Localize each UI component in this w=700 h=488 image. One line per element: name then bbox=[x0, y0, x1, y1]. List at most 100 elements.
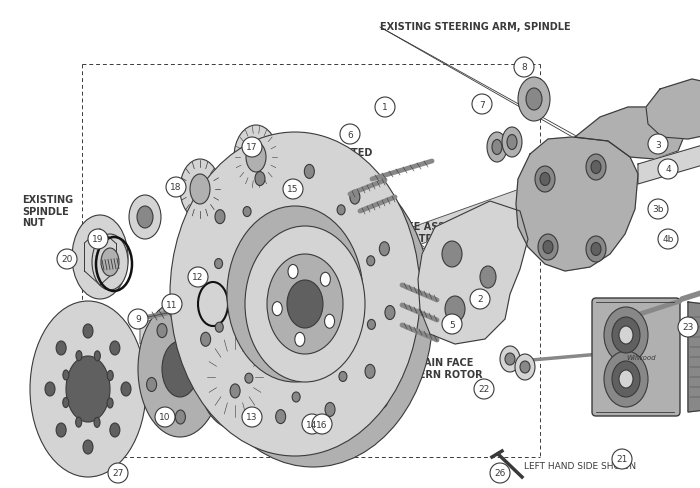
Text: 16: 16 bbox=[316, 420, 328, 428]
Ellipse shape bbox=[238, 216, 252, 234]
Text: 3: 3 bbox=[655, 140, 661, 149]
Circle shape bbox=[612, 449, 632, 469]
Ellipse shape bbox=[321, 273, 330, 286]
Text: LEFT HAND SIDE SHOWN: LEFT HAND SIDE SHOWN bbox=[524, 461, 636, 470]
Ellipse shape bbox=[76, 351, 82, 361]
Polygon shape bbox=[688, 303, 700, 412]
Ellipse shape bbox=[199, 325, 271, 429]
Ellipse shape bbox=[287, 281, 323, 328]
Circle shape bbox=[108, 463, 128, 483]
Ellipse shape bbox=[374, 391, 388, 409]
Text: 27: 27 bbox=[112, 468, 124, 478]
Ellipse shape bbox=[442, 242, 462, 267]
Ellipse shape bbox=[604, 351, 648, 407]
Ellipse shape bbox=[63, 370, 69, 380]
Ellipse shape bbox=[306, 180, 320, 198]
Text: 6: 6 bbox=[347, 130, 353, 139]
Ellipse shape bbox=[76, 417, 82, 427]
Ellipse shape bbox=[246, 142, 266, 173]
Ellipse shape bbox=[227, 206, 363, 382]
Ellipse shape bbox=[591, 243, 601, 256]
Text: 22: 22 bbox=[478, 385, 489, 394]
Ellipse shape bbox=[385, 306, 395, 320]
Ellipse shape bbox=[612, 361, 640, 397]
Ellipse shape bbox=[110, 423, 120, 437]
Ellipse shape bbox=[276, 410, 286, 424]
Ellipse shape bbox=[543, 241, 553, 254]
Ellipse shape bbox=[402, 304, 416, 321]
Text: 23: 23 bbox=[682, 323, 694, 332]
Ellipse shape bbox=[215, 259, 223, 269]
Text: 2: 2 bbox=[477, 295, 483, 304]
Ellipse shape bbox=[201, 333, 211, 346]
Ellipse shape bbox=[586, 237, 606, 263]
Text: 26: 26 bbox=[494, 468, 505, 478]
Ellipse shape bbox=[500, 346, 520, 372]
Ellipse shape bbox=[101, 248, 119, 276]
Ellipse shape bbox=[604, 307, 648, 363]
Ellipse shape bbox=[379, 242, 389, 256]
Ellipse shape bbox=[193, 158, 433, 467]
Circle shape bbox=[155, 407, 175, 427]
Text: 7: 7 bbox=[479, 101, 485, 109]
Ellipse shape bbox=[176, 410, 186, 424]
Ellipse shape bbox=[56, 423, 66, 437]
Text: 11: 11 bbox=[167, 300, 178, 309]
Ellipse shape bbox=[492, 140, 502, 155]
Circle shape bbox=[88, 229, 108, 249]
Circle shape bbox=[490, 463, 510, 483]
Text: 18: 18 bbox=[170, 183, 182, 192]
Circle shape bbox=[470, 289, 490, 309]
Ellipse shape bbox=[170, 133, 420, 456]
Ellipse shape bbox=[619, 370, 633, 388]
Ellipse shape bbox=[350, 191, 360, 204]
Circle shape bbox=[302, 414, 322, 434]
Ellipse shape bbox=[216, 323, 223, 332]
Text: 10: 10 bbox=[160, 413, 171, 422]
Ellipse shape bbox=[445, 296, 465, 323]
Text: 4: 4 bbox=[665, 165, 671, 174]
Ellipse shape bbox=[94, 418, 100, 427]
Circle shape bbox=[57, 249, 77, 269]
Ellipse shape bbox=[195, 269, 205, 283]
Text: 17: 17 bbox=[246, 143, 258, 152]
Ellipse shape bbox=[518, 78, 550, 122]
Text: 9: 9 bbox=[135, 315, 141, 324]
Text: 4b: 4b bbox=[662, 235, 673, 244]
Circle shape bbox=[514, 58, 534, 78]
Circle shape bbox=[312, 414, 332, 434]
Ellipse shape bbox=[306, 427, 320, 445]
Ellipse shape bbox=[507, 135, 517, 150]
Ellipse shape bbox=[183, 271, 227, 331]
Circle shape bbox=[242, 407, 262, 427]
Circle shape bbox=[648, 200, 668, 220]
Text: 3b: 3b bbox=[652, 205, 664, 214]
FancyBboxPatch shape bbox=[592, 298, 680, 416]
Ellipse shape bbox=[515, 354, 535, 380]
Ellipse shape bbox=[204, 376, 214, 390]
Text: 19: 19 bbox=[92, 235, 104, 244]
Ellipse shape bbox=[612, 317, 640, 353]
Circle shape bbox=[442, 314, 462, 334]
Polygon shape bbox=[140, 164, 590, 345]
Ellipse shape bbox=[83, 440, 93, 454]
Text: 1: 1 bbox=[382, 103, 388, 112]
Ellipse shape bbox=[367, 256, 374, 266]
Circle shape bbox=[648, 135, 668, 155]
Ellipse shape bbox=[72, 216, 128, 299]
Ellipse shape bbox=[63, 398, 69, 407]
Polygon shape bbox=[646, 80, 700, 140]
Circle shape bbox=[340, 125, 360, 145]
Ellipse shape bbox=[337, 205, 345, 215]
Circle shape bbox=[472, 95, 492, 115]
Ellipse shape bbox=[368, 320, 375, 330]
Ellipse shape bbox=[121, 382, 131, 396]
Ellipse shape bbox=[535, 167, 555, 193]
Ellipse shape bbox=[480, 266, 496, 288]
Circle shape bbox=[162, 294, 182, 314]
Circle shape bbox=[375, 98, 395, 118]
Text: Wilwood: Wilwood bbox=[626, 354, 656, 360]
Circle shape bbox=[188, 267, 208, 287]
Ellipse shape bbox=[190, 175, 210, 204]
Ellipse shape bbox=[223, 359, 247, 395]
